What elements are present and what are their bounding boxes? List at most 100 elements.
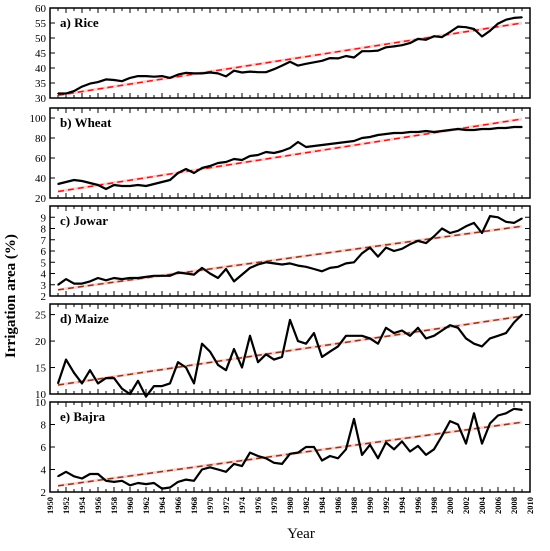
data-point	[257, 71, 259, 73]
data-point	[361, 50, 363, 52]
data-point	[137, 277, 139, 279]
x-tick-label: 1966	[173, 497, 183, 514]
data-point	[249, 267, 251, 269]
x-tick-label: 1988	[349, 497, 359, 514]
data-point	[521, 409, 523, 411]
data-point	[305, 342, 307, 345]
data-point	[201, 167, 203, 169]
data-point	[521, 217, 523, 220]
data-point	[241, 273, 243, 276]
data-point	[121, 185, 123, 187]
data-point	[377, 134, 379, 136]
data-point	[289, 319, 291, 321]
data-point	[513, 17, 515, 19]
data-point	[289, 262, 291, 265]
data-point	[193, 273, 195, 276]
series-line	[56, 313, 523, 398]
data-point	[481, 345, 483, 348]
data-point	[177, 73, 179, 76]
data-point	[273, 358, 275, 361]
data-point	[161, 75, 163, 77]
data-point	[369, 50, 371, 52]
data-point	[161, 181, 163, 183]
data-point	[265, 457, 267, 460]
data-point	[473, 28, 475, 30]
data-point	[161, 274, 163, 277]
panel-title: c) Jowar	[60, 213, 108, 228]
data-point	[137, 184, 139, 186]
data-point	[241, 366, 243, 369]
data-point	[433, 131, 435, 133]
y-tick-label: 40	[35, 63, 47, 75]
data-point	[497, 414, 499, 417]
data-point	[57, 382, 59, 385]
y-tick-label: 20	[35, 193, 47, 205]
x-tick-label: 1984	[317, 496, 327, 514]
data-point	[249, 451, 251, 454]
data-point	[113, 79, 115, 81]
data-point	[153, 482, 155, 484]
data-point	[409, 243, 411, 246]
series-line	[57, 215, 523, 286]
data-point	[73, 282, 75, 285]
panel-frame	[49, 303, 531, 395]
data-point	[193, 72, 195, 75]
data-point	[441, 130, 443, 132]
data-point	[105, 479, 107, 482]
data-point	[233, 158, 235, 160]
data-point	[401, 44, 403, 46]
data-point	[361, 334, 363, 337]
data-point	[209, 350, 211, 353]
x-tick-label: 1950	[45, 497, 55, 514]
data-point	[393, 332, 395, 334]
data-point	[337, 142, 339, 144]
data-point	[337, 457, 339, 460]
panel-1: 30 35 40 45 50 55 60 a) Rice	[35, 3, 531, 105]
data-point	[201, 468, 203, 471]
data-point	[289, 452, 291, 455]
data-point	[361, 137, 363, 139]
data-point	[129, 393, 131, 395]
data-point	[217, 277, 219, 279]
x-tick-label: 1976	[253, 497, 263, 514]
data-point	[137, 482, 139, 484]
data-point	[433, 448, 435, 451]
data-point	[345, 141, 347, 143]
data-point	[297, 451, 299, 454]
data-point	[121, 278, 123, 280]
data-point	[457, 423, 459, 426]
x-tick-label: 2010	[525, 497, 535, 514]
data-point	[497, 127, 499, 129]
data-point	[297, 340, 299, 342]
data-point	[73, 372, 75, 374]
data-point	[449, 129, 451, 131]
x-tick-label: 1962	[141, 497, 151, 514]
data-point	[209, 272, 211, 275]
data-point	[473, 222, 475, 224]
data-point	[145, 185, 147, 187]
data-point	[345, 262, 347, 265]
data-point	[457, 229, 459, 232]
data-point	[305, 63, 307, 65]
data-point	[513, 321, 515, 324]
data-point	[361, 252, 363, 255]
data-point	[185, 478, 187, 481]
data-point	[113, 277, 115, 279]
data-point	[137, 379, 139, 382]
y-axis-label: Irrigation area (%)	[3, 234, 19, 358]
data-point	[193, 382, 195, 385]
data-point	[265, 151, 267, 153]
trend-line	[57, 225, 523, 291]
data-point	[505, 127, 507, 129]
y-tick-label: 60	[35, 153, 47, 165]
x-tick-label: 2006	[493, 497, 503, 514]
series-line	[58, 16, 523, 95]
data-point	[297, 141, 299, 143]
data-point	[489, 337, 491, 340]
data-point	[481, 128, 483, 130]
data-point	[345, 334, 347, 337]
data-point	[281, 463, 283, 465]
data-point	[377, 49, 379, 52]
data-point	[521, 16, 523, 19]
data-point	[265, 353, 267, 356]
